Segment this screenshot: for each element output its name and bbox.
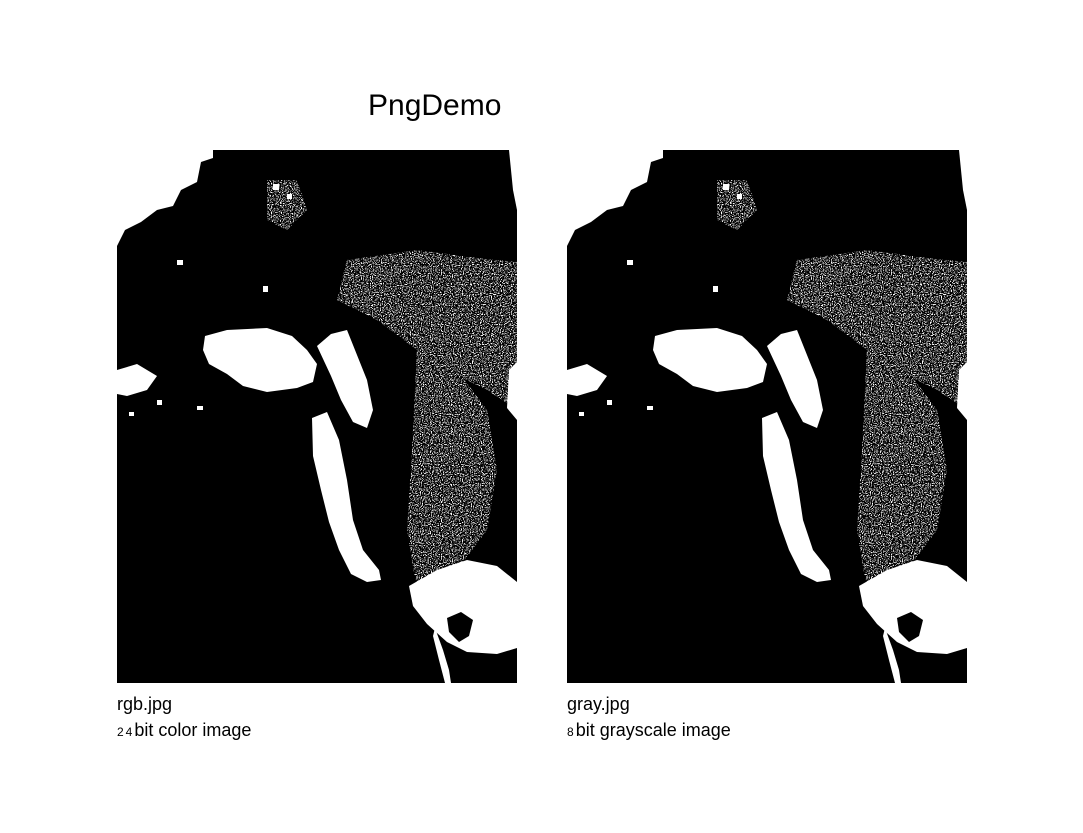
rgb-bit-depth: 24 [117,725,135,739]
gray-image [567,150,967,683]
rgb-filename: rgb.jpg [117,694,173,714]
rgb-image [117,150,517,683]
gray-description-text: bit grayscale image [575,720,731,740]
rgb-description: 24bit color image [117,719,251,743]
gray-description: 8bit grayscale image [567,719,731,743]
gray-filename: gray.jpg [567,694,630,714]
rgb-description-text: bit color image [134,720,252,740]
page-title: PngDemo [368,89,502,122]
gray-bit-depth: 8 [567,725,576,739]
